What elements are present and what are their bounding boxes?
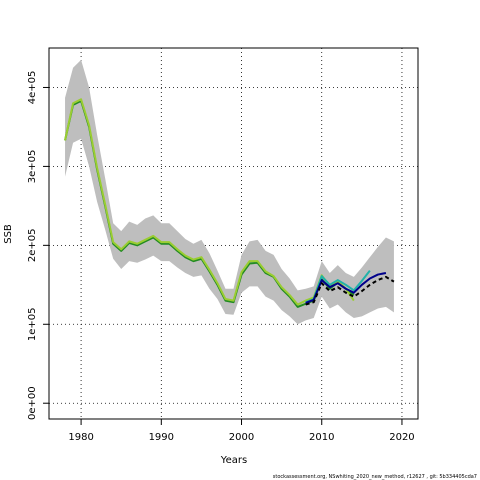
series-line-3: [305, 271, 387, 304]
confidence-band: [65, 59, 394, 325]
x-tick-label-4: 2020: [389, 432, 414, 443]
series-line-4: [305, 275, 395, 306]
x-tick-label-1: 1990: [149, 432, 174, 443]
y-tick-label-4: 4e+05: [27, 71, 38, 105]
x-tick-label-2: 2000: [229, 432, 254, 443]
series-line-1: [64, 98, 355, 306]
y-axis-title: SSB: [3, 224, 14, 244]
grid-lines: [49, 48, 418, 419]
y-axis: 0e+00 1e+05 2e+05 3e+05 4e+05: [27, 71, 50, 420]
y-tick-label-2: 2e+05: [27, 229, 38, 263]
footer-text: stockassessment.org, NSwhiting_2020_new_…: [273, 474, 477, 480]
x-axis-title: Years: [220, 455, 247, 466]
series-lines: [64, 98, 395, 308]
y-tick-label-3: 3e+05: [27, 150, 38, 184]
x-tick-label-3: 2010: [309, 432, 334, 443]
confidence-band-area: [65, 59, 394, 325]
y-tick-label-0: 0e+00: [27, 386, 38, 420]
y-tick-label-1: 1e+05: [27, 307, 38, 341]
plot-frame: [48, 47, 419, 420]
x-axis: 1980 1990 2000 2010 2020: [68, 418, 415, 443]
x-tick-label-0: 1980: [68, 432, 93, 443]
